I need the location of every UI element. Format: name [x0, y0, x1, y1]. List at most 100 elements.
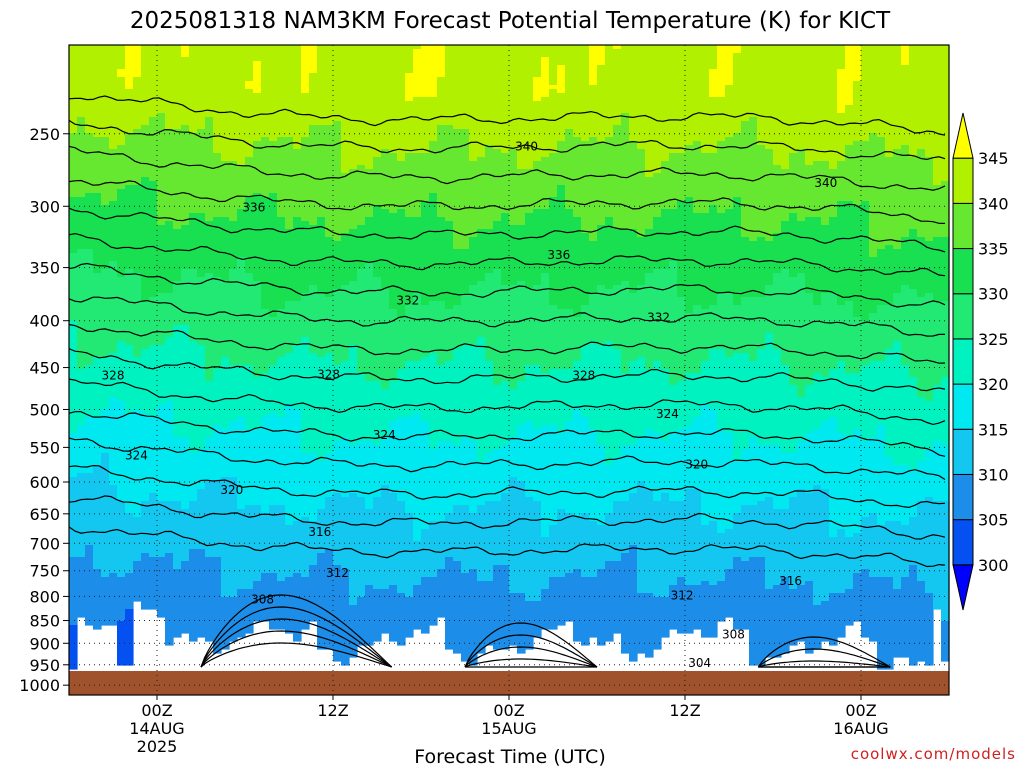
field-cell	[429, 141, 438, 194]
contour-line-330	[68, 262, 946, 308]
field-cell	[485, 581, 494, 646]
field-cell	[269, 317, 278, 366]
field-cell	[165, 501, 174, 554]
field-cell	[461, 345, 470, 438]
field-cell	[845, 105, 854, 146]
field-cell	[805, 45, 814, 166]
field-cell	[373, 589, 382, 642]
field-cell	[413, 153, 422, 218]
field-cell	[549, 577, 558, 630]
field-cell	[517, 381, 526, 426]
contour-line-338	[68, 145, 946, 191]
field-cell	[85, 133, 94, 194]
field-cell	[901, 65, 910, 146]
field-cell	[861, 569, 870, 638]
field-cell	[397, 369, 406, 418]
field-cell	[285, 525, 294, 578]
field-cell	[589, 521, 598, 578]
field-cell	[909, 157, 918, 230]
field-cell	[941, 621, 950, 662]
field-cell	[429, 353, 438, 450]
field-cell	[221, 161, 230, 218]
field-cell	[229, 477, 238, 598]
field-cell	[621, 113, 630, 230]
field-cell	[741, 237, 750, 298]
field-cell	[477, 461, 486, 506]
field-cell	[701, 309, 710, 362]
field-cell	[189, 549, 198, 642]
field-cell	[301, 517, 310, 578]
field-cell	[901, 525, 910, 578]
field-cell	[685, 45, 694, 146]
field-cell	[525, 421, 534, 498]
field-cell	[789, 213, 798, 278]
field-cell	[93, 569, 102, 630]
field-cell	[269, 413, 278, 506]
field-cell	[581, 233, 590, 306]
x-tick-label: 00Z	[493, 701, 524, 720]
field-cell	[157, 345, 166, 406]
field-cell	[157, 45, 166, 114]
field-cell	[93, 137, 102, 194]
field-cell	[821, 377, 830, 422]
contour-label: 312	[671, 588, 694, 602]
field-cell	[333, 289, 342, 366]
field-cell	[413, 49, 422, 98]
field-cell	[133, 129, 142, 186]
field-cell	[357, 373, 366, 442]
field-cell	[213, 277, 222, 370]
field-cell	[749, 557, 758, 666]
field-cell	[917, 461, 926, 502]
field-cell	[181, 57, 190, 126]
field-cell	[613, 229, 622, 286]
contour-label: 316	[779, 574, 802, 588]
field-cell	[869, 513, 878, 578]
field-cell	[373, 157, 382, 206]
field-cell	[757, 145, 766, 238]
field-cell	[213, 217, 222, 278]
field-cell	[253, 193, 262, 282]
field-cell	[149, 181, 158, 298]
field-cell	[493, 149, 502, 222]
field-cell	[133, 77, 142, 130]
field-cell	[101, 577, 110, 626]
field-cell	[237, 509, 246, 590]
field-cell	[637, 481, 646, 594]
field-cell	[765, 241, 774, 286]
field-cell	[845, 373, 854, 438]
field-cell	[837, 529, 846, 594]
field-cell	[589, 137, 598, 242]
field-cell	[805, 433, 814, 494]
field-cell	[693, 585, 702, 630]
field-cell	[941, 445, 950, 502]
field-cell	[397, 209, 406, 318]
field-cell	[549, 197, 558, 306]
field-cell	[517, 225, 526, 282]
field-cell	[117, 621, 126, 666]
field-cell	[941, 181, 950, 238]
field-cell	[493, 565, 502, 650]
contour-label-text: 308	[722, 627, 745, 641]
field-cell	[821, 601, 830, 642]
x-axis-label: Forecast Time (UTC)	[414, 746, 605, 768]
field-cell	[421, 577, 430, 634]
field-cell	[813, 485, 822, 606]
field-cell	[621, 501, 630, 554]
field-cell	[837, 201, 846, 306]
field-cell	[333, 121, 342, 242]
field-cell	[157, 113, 166, 226]
field-cell	[197, 277, 206, 346]
field-cell	[773, 165, 782, 234]
field-cell	[541, 157, 550, 210]
field-cell	[309, 225, 318, 286]
field-cell	[861, 441, 870, 518]
contour-label-text: 328	[317, 368, 340, 382]
field-cell	[613, 45, 622, 50]
field-cell	[909, 229, 918, 290]
field-cell	[245, 273, 254, 366]
low-level-contour	[757, 636, 891, 668]
field-cell	[845, 301, 854, 374]
field-cell	[805, 493, 814, 582]
field-cell	[437, 45, 446, 78]
field-cell	[421, 45, 430, 98]
